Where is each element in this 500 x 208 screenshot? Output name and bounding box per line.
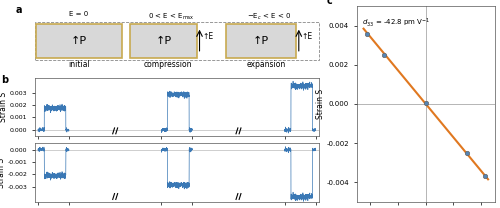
Y-axis label: Strain S: Strain S xyxy=(316,89,325,119)
Text: compression: compression xyxy=(144,59,192,69)
Text: b: b xyxy=(1,75,8,85)
Text: $d_{33}$ = -42.8 pm V$^{-1}$: $d_{33}$ = -42.8 pm V$^{-1}$ xyxy=(362,16,430,28)
FancyBboxPatch shape xyxy=(130,24,196,58)
Text: a: a xyxy=(15,5,22,15)
Point xyxy=(464,151,471,155)
Text: c: c xyxy=(326,0,332,6)
FancyBboxPatch shape xyxy=(226,24,296,58)
Text: ↑P: ↑P xyxy=(71,36,87,46)
Point xyxy=(380,53,388,57)
Text: 0 < E < E$_{\mathrm{max}}$: 0 < E < E$_{\mathrm{max}}$ xyxy=(148,11,194,22)
Y-axis label: Strain S: Strain S xyxy=(0,92,8,122)
Point xyxy=(422,101,430,105)
Text: ↑E: ↑E xyxy=(302,32,313,41)
FancyBboxPatch shape xyxy=(36,24,121,58)
Text: ↑P: ↑P xyxy=(253,36,270,46)
Y-axis label: Strain S: Strain S xyxy=(0,157,6,188)
Text: E = 0: E = 0 xyxy=(70,11,88,17)
Text: ↑E: ↑E xyxy=(202,32,213,41)
Text: ↑P: ↑P xyxy=(156,36,172,46)
Text: expansion: expansion xyxy=(246,59,286,69)
Text: initial: initial xyxy=(68,59,90,69)
Point xyxy=(363,32,371,35)
Text: $-$E$_c$ < E < 0: $-$E$_c$ < E < 0 xyxy=(247,11,291,22)
Point xyxy=(480,175,488,178)
